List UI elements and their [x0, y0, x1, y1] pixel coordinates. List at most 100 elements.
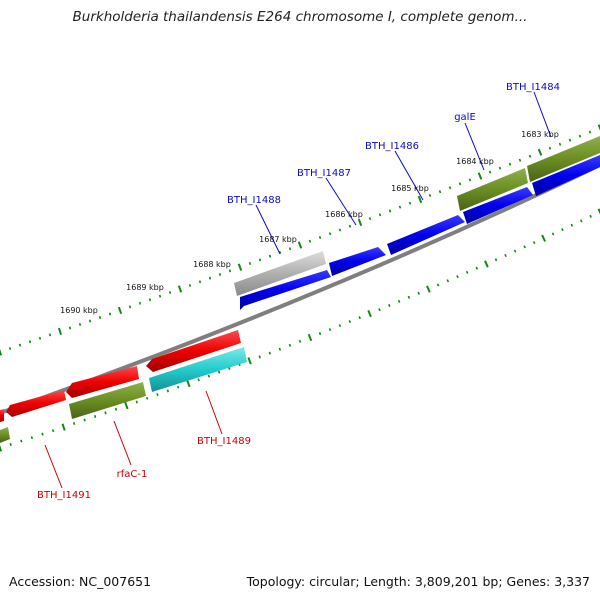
major-tick — [247, 357, 252, 365]
minor-tick — [318, 332, 322, 336]
label-BTH_I1487: BTH_I1487 — [297, 168, 351, 179]
minor-tick — [436, 283, 440, 287]
minor-tick — [51, 429, 55, 433]
major-tick — [307, 333, 313, 342]
minor-tick — [438, 190, 442, 194]
label-BTH_I1484: BTH_I1484 — [506, 82, 560, 93]
gene-BTH_I1491[interactable] — [6, 390, 66, 417]
minor-tick — [93, 414, 97, 418]
minor-tick — [197, 378, 200, 382]
gene-BTH_I1488[interactable] — [240, 270, 331, 310]
accession-text: Accession: NC_007651 — [9, 574, 152, 589]
minor-tick — [108, 312, 112, 316]
leader-BTH_I1491 — [44, 444, 63, 489]
minor-tick — [38, 336, 42, 340]
major-tick — [417, 195, 423, 204]
label-BTH_I1491: BTH_I1491 — [37, 490, 91, 501]
major-tick — [426, 285, 431, 293]
minor-tick — [528, 154, 532, 158]
leader-galE — [464, 122, 485, 171]
major-tick — [237, 263, 243, 271]
major-tick — [177, 285, 183, 293]
pseudogene-feature[interactable] — [234, 251, 326, 296]
rna-feature-forward-2[interactable] — [527, 136, 600, 182]
minor-tick — [523, 245, 526, 249]
label-BTH_I1489: BTH_I1489 — [197, 436, 251, 447]
leader-BTH_I1488 — [255, 204, 281, 255]
minor-tick — [589, 214, 592, 218]
minor-tick — [218, 273, 222, 276]
minor-tick — [166, 389, 170, 393]
minor-tick — [318, 235, 322, 240]
leader-BTH_I1487 — [325, 177, 357, 226]
minor-tick — [570, 223, 574, 227]
minor-tick — [548, 146, 552, 150]
minor-tick — [513, 249, 517, 253]
minor-tick — [338, 324, 342, 328]
minor-tick — [128, 305, 132, 309]
minor-tick — [258, 258, 262, 262]
minor-tick — [468, 178, 472, 182]
gene-BTH_I1484[interactable] — [532, 155, 600, 196]
minor-tick — [551, 232, 555, 236]
minor-tick — [78, 322, 82, 326]
label-BTH_I1488: BTH_I1488 — [227, 195, 281, 206]
minor-tick — [228, 269, 232, 273]
major-tick — [597, 124, 600, 131]
gene-galE[interactable] — [463, 187, 533, 224]
minor-tick — [508, 162, 512, 166]
major-tick — [537, 148, 543, 156]
other-feature-reverse[interactable] — [149, 347, 247, 392]
minor-tick — [456, 275, 459, 279]
minor-tick — [156, 393, 159, 397]
gene-rfaC-1[interactable] — [66, 366, 139, 398]
minor-tick — [30, 436, 34, 440]
gene-BTH_I1487[interactable] — [329, 247, 386, 276]
reverse-strand-features — [0, 330, 247, 443]
tick-label-1685: 1685 kbp — [391, 184, 429, 193]
rna-feature-reverse[interactable] — [69, 382, 146, 419]
minor-tick — [278, 347, 282, 351]
rna-feature-forward-1[interactable] — [457, 168, 528, 211]
label-BTH_I1486: BTH_I1486 — [365, 141, 419, 152]
minor-tick — [558, 142, 562, 146]
minor-tick — [268, 254, 272, 258]
minor-tick — [388, 303, 391, 308]
rna-feature-left-edge[interactable] — [0, 427, 10, 443]
minor-tick — [532, 241, 536, 245]
gene-left-edge[interactable] — [0, 409, 4, 422]
minor-tick — [561, 228, 564, 232]
minor-tick — [288, 343, 292, 347]
minor-tick — [176, 385, 180, 389]
gene-BTH_I1486[interactable] — [387, 215, 465, 255]
minor-tick — [578, 134, 582, 138]
tick-label-1686: 1686 kbp — [325, 210, 363, 219]
minor-tick — [568, 138, 572, 142]
minor-tick — [388, 209, 392, 213]
minor-tick — [398, 205, 402, 209]
tick-label-1683: 1683 kbp — [521, 130, 559, 139]
label-galE: galE — [454, 112, 476, 123]
minor-tick — [145, 396, 149, 400]
minor-tick — [18, 343, 22, 347]
minor-tick — [135, 400, 138, 404]
minor-tick — [407, 295, 411, 299]
major-tick — [0, 348, 3, 356]
leader-rfaC-1 — [113, 420, 132, 466]
tick-ring-inner — [0, 208, 600, 452]
major-tick — [357, 218, 363, 227]
ruler-labels: 1683 kbp 1684 kbp 1685 kbp 1686 kbp 1687… — [60, 130, 559, 315]
minor-tick — [114, 407, 118, 411]
gene-BTH_I1489[interactable] — [146, 330, 241, 372]
map-title: Burkholderia thailandensis E264 chromoso… — [72, 9, 528, 25]
leader-BTH_I1486 — [394, 150, 424, 201]
minor-tick — [465, 270, 469, 274]
feature-labels: BTH_I1484 galE BTH_I1486 BTH_I1487 BTH_I… — [37, 82, 560, 501]
minor-tick — [358, 316, 361, 320]
minor-tick — [208, 276, 212, 280]
tick-ring-outer — [0, 124, 600, 356]
minor-tick — [417, 291, 420, 295]
minor-tick — [68, 326, 72, 330]
minor-tick — [298, 339, 302, 343]
minor-tick — [338, 228, 342, 232]
